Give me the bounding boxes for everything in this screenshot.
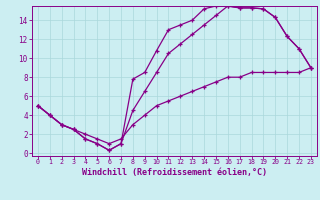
X-axis label: Windchill (Refroidissement éolien,°C): Windchill (Refroidissement éolien,°C) (82, 168, 267, 177)
